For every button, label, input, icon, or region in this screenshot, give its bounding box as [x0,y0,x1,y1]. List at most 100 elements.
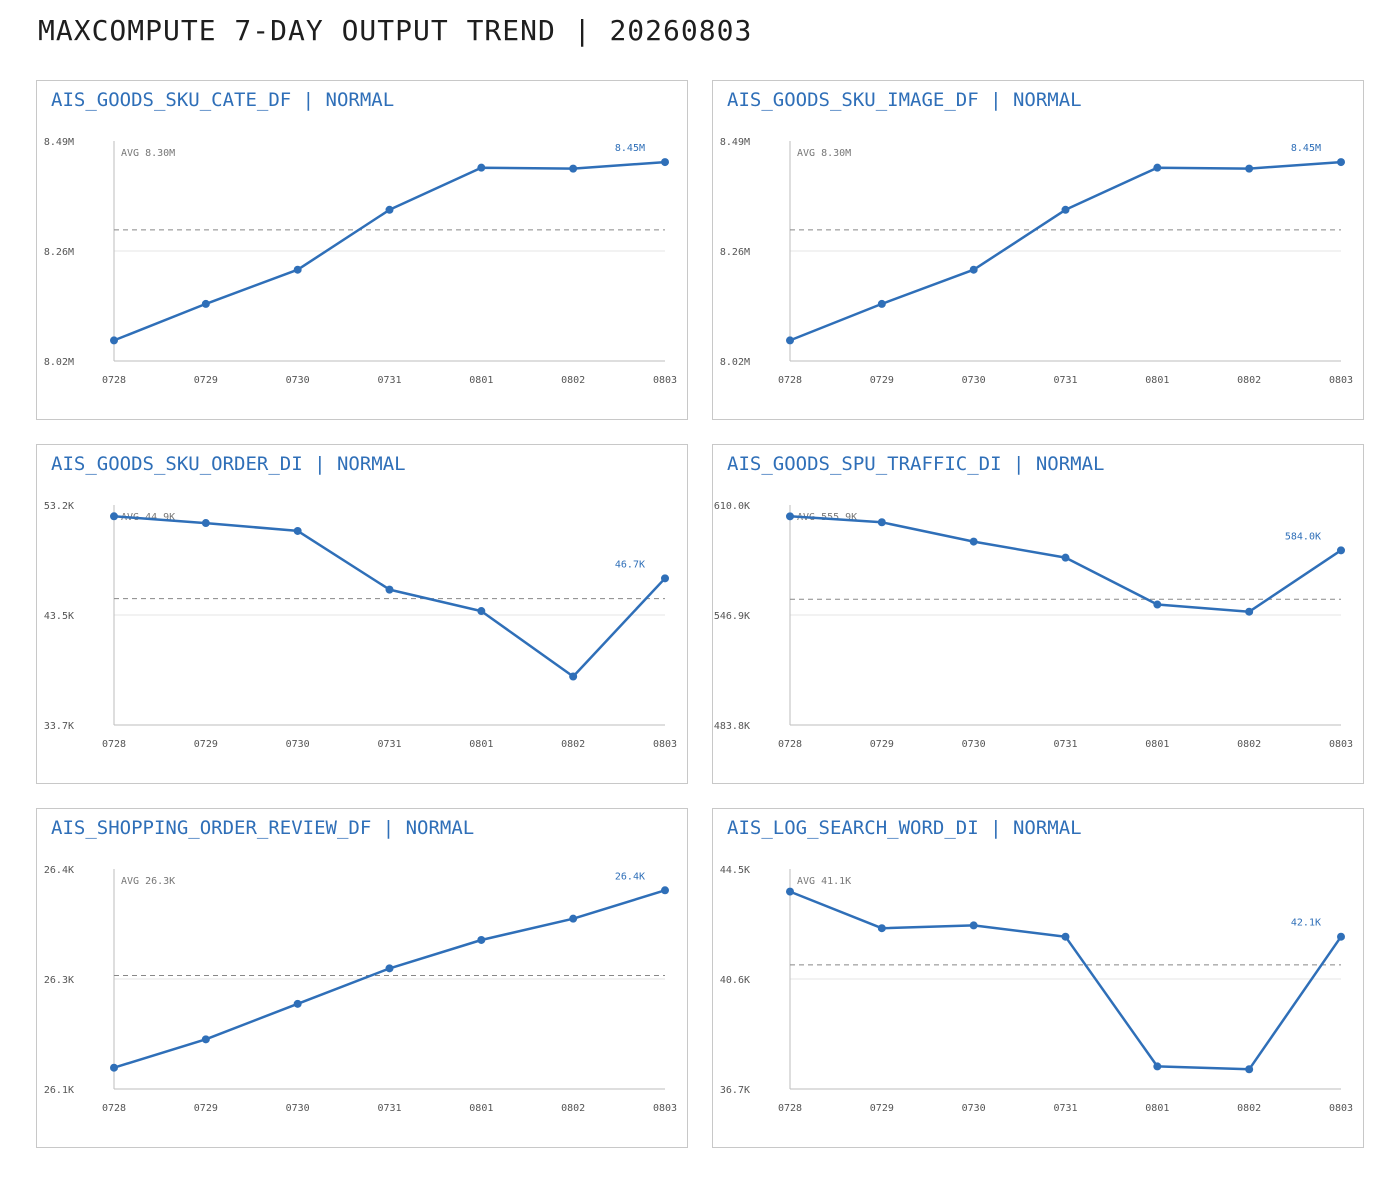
data-point [385,205,394,214]
y-tick-label: 8.26M [44,247,74,258]
series-line [789,515,1342,613]
data-point [1153,163,1162,172]
data-point [1061,553,1070,562]
x-tick-label: 0803 [1329,739,1353,750]
x-tick-label: 0731 [1053,739,1077,750]
x-tick-label: 0802 [561,739,585,750]
x-tick-label: 0801 [1145,375,1169,386]
data-point [877,518,886,527]
data-point [661,158,669,167]
data-point [110,512,118,521]
average-label: AVG 26.3K [121,876,175,887]
last-value-label: 26.4K [615,871,645,882]
x-tick-label: 0801 [1145,739,1169,750]
page-title: MAXCOMPUTE 7-DAY OUTPUT TREND | 20260803 [38,14,753,47]
x-tick-label: 0731 [1053,375,1077,386]
average-label: AVG 8.30M [797,148,851,159]
x-tick-label: 0728 [102,739,126,750]
data-point [661,574,669,583]
y-tick-label: 43.5K [44,611,74,622]
y-tick-label: 53.2K [44,501,74,512]
x-tick-label: 0731 [377,375,401,386]
data-point [661,886,669,895]
x-tick-label: 0802 [561,1103,585,1114]
y-tick-label: 33.7K [44,721,74,732]
data-point [201,1035,210,1044]
data-point [110,1063,118,1072]
data-point [385,964,394,973]
average-label: AVG 8.30M [121,148,175,159]
chart-title: AIS_GOODS_SKU_CATE_DF | NORMAL [51,89,395,111]
last-value-label: 8.45M [1291,143,1321,154]
line-chart: 36.7K 40.6K 44.5K 0728 0729 0730 0731 0801 0802 0… [720,865,1353,1114]
x-tick-label: 0728 [778,375,802,386]
y-tick-label: 483.8K [714,721,750,732]
x-tick-label: 0731 [1053,1103,1077,1114]
last-value-label: 46.7K [615,559,645,570]
chart-panel-sku-image: AIS_GOODS_SKU_IMAGE_DF | NORMAL 8.02M 8.2… [712,80,1364,420]
data-point [293,526,302,535]
x-tick-label: 0729 [870,739,894,750]
x-tick-label: 0803 [1329,1103,1353,1114]
x-tick-label: 0801 [469,375,493,386]
series-line [789,890,1343,1071]
x-tick-label: 0731 [377,739,401,750]
chart-panel-sku-cate: AIS_GOODS_SKU_CATE_DF | NORMAL 8.02M 8.26… [36,80,688,420]
data-point [1337,546,1345,555]
data-point [969,265,978,274]
data-point [1245,164,1254,173]
y-tick-label: 44.5K [720,865,750,876]
series-line [113,515,666,678]
data-point [1245,1065,1254,1074]
data-point [1337,932,1345,941]
data-point [877,924,886,933]
data-point [1061,932,1070,941]
data-point [477,163,486,172]
data-point [477,607,486,616]
x-tick-label: 0730 [962,739,986,750]
x-tick-label: 0731 [377,1103,401,1114]
x-tick-label: 0730 [962,1103,986,1114]
average-label: AVG 44.9K [121,512,175,523]
y-tick-label: 8.02M [44,357,74,368]
x-tick-label: 0803 [653,375,677,386]
y-tick-label: 546.9K [714,611,750,622]
x-tick-label: 0801 [469,1103,493,1114]
x-tick-label: 0730 [286,1103,310,1114]
data-point [786,887,794,896]
line-chart: 8.02M 8.26M 8.49M 0728 0729 0730 0731 0801 0802 0… [44,137,677,386]
data-point [1153,600,1162,609]
line-chart: 33.7K 43.5K 53.2K 0728 0729 0730 0731 0801 0802 0… [44,501,677,750]
x-tick-label: 0729 [194,375,218,386]
x-tick-label: 0728 [102,1103,126,1114]
chart-panel-search-word: AIS_LOG_SEARCH_WORD_DI | NORMAL 36.7K 40.… [712,808,1364,1148]
data-point [1245,607,1254,616]
y-tick-label: 26.3K [44,975,74,986]
x-tick-label: 0803 [653,1103,677,1114]
data-point [110,336,118,345]
y-tick-label: 40.6K [720,975,750,986]
data-point [201,299,210,308]
data-point [569,164,578,173]
x-tick-label: 0730 [962,375,986,386]
data-point [293,999,302,1008]
data-point [1337,158,1345,167]
x-tick-label: 0803 [1329,375,1353,386]
y-tick-label: 36.7K [720,1085,750,1096]
x-tick-label: 0801 [1145,1103,1169,1114]
last-value-label: 584.0K [1285,531,1321,542]
data-point [969,537,978,546]
data-point [293,265,302,274]
y-tick-label: 610.0K [714,501,750,512]
line-chart: 8.02M 8.26M 8.49M 0728 0729 0730 0731 0801 0802 0… [720,137,1353,386]
x-tick-label: 0802 [561,375,585,386]
x-tick-label: 0729 [194,1103,218,1114]
data-point [477,935,486,944]
y-tick-label: 8.26M [720,247,750,258]
x-tick-label: 0802 [1237,1103,1261,1114]
chart-title: AIS_GOODS_SKU_ORDER_DI | NORMAL [51,453,406,475]
y-tick-label: 26.1K [44,1085,74,1096]
data-point [969,921,978,930]
chart-title: AIS_GOODS_SKU_IMAGE_DF | NORMAL [727,89,1082,111]
chart-panel-spu-traffic: AIS_GOODS_SPU_TRAFFIC_DI | NORMAL 483.8K… [712,444,1364,784]
